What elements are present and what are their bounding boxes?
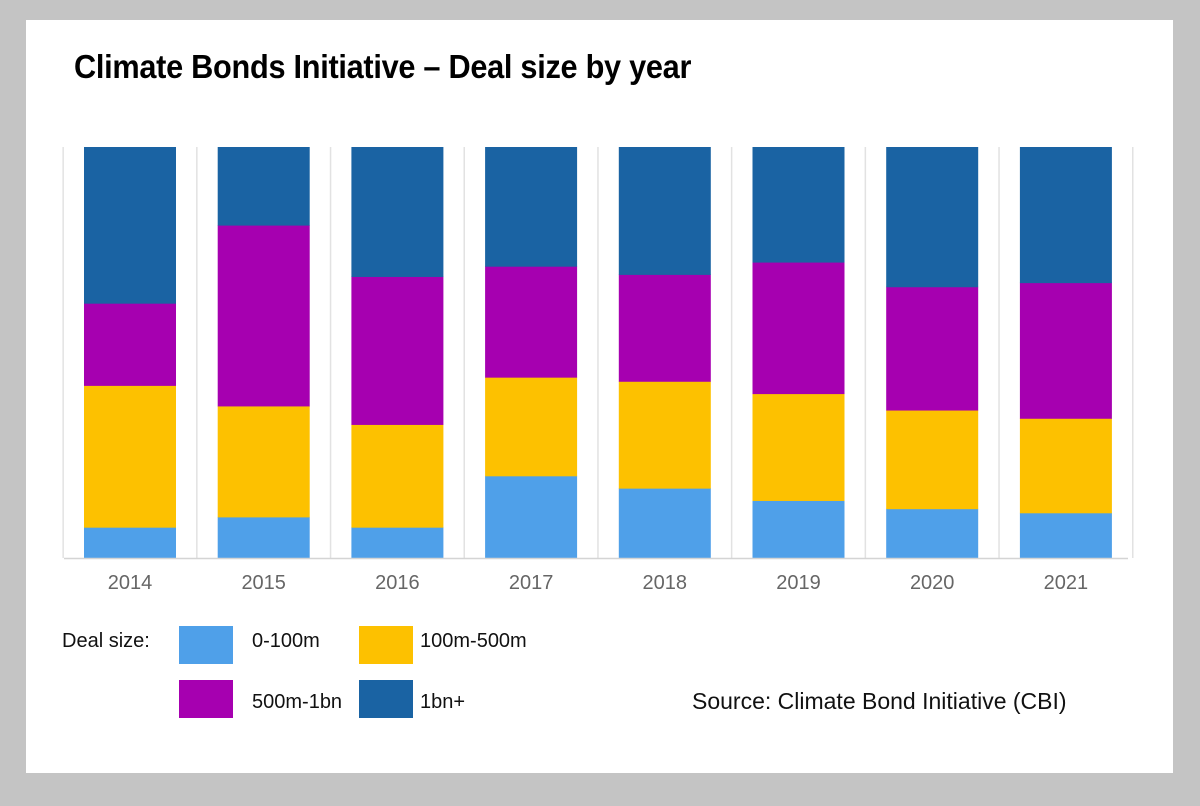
- bar-segment-500m-1bn: [485, 266, 578, 378]
- bar-segment-500m-1bn: [217, 225, 310, 407]
- legend-swatch: [179, 680, 233, 718]
- bar-segment-100m-500m: [485, 377, 578, 477]
- bar-segment-0-100m: [1019, 512, 1112, 559]
- legend-label: 1bn+: [420, 691, 466, 713]
- bar-segment-1bnplus: [618, 147, 711, 275]
- x-tick-label: 2014: [108, 572, 153, 594]
- bar-segment-100m-500m: [618, 381, 711, 489]
- bar-stacks: [84, 147, 1112, 559]
- bar-stack-2020: [886, 147, 979, 559]
- bar-segment-0-100m: [84, 527, 176, 559]
- bar-segment-1bnplus: [351, 147, 444, 277]
- bar-segment-100m-500m: [351, 424, 444, 528]
- x-tick-label: 2016: [375, 572, 420, 594]
- bar-segment-0-100m: [752, 500, 845, 559]
- bar-stack-2016: [351, 147, 444, 559]
- bar-stack-2021: [1019, 147, 1112, 559]
- stacked-bar-chart: 2014 2015 2016 2017 2018 2019 2020 2021: [62, 147, 1134, 594]
- bar-segment-1bnplus: [886, 147, 979, 288]
- legend-swatch: [359, 680, 413, 718]
- legend-heading: Deal size:: [62, 630, 150, 652]
- x-tick-label: 2015: [241, 572, 286, 594]
- legend-label: 100m-500m: [420, 630, 527, 652]
- bar-stack-2017: [485, 147, 578, 559]
- x-tick-label: 2021: [1044, 572, 1089, 594]
- bar-segment-1bnplus: [485, 147, 578, 267]
- bar-segment-500m-1bn: [84, 303, 176, 386]
- chart-card: Climate Bonds Initiative – Deal size by …: [26, 20, 1173, 773]
- bar-segment-500m-1bn: [886, 286, 979, 411]
- x-tick-label: 2018: [643, 572, 688, 594]
- legend-label: 0-100m: [252, 630, 320, 652]
- bar-segment-100m-500m: [886, 410, 979, 510]
- bar-segment-500m-1bn: [351, 276, 444, 425]
- bar-segment-100m-500m: [1019, 418, 1112, 514]
- legend-swatch: [359, 626, 413, 664]
- bar-segment-0-100m: [485, 475, 578, 559]
- bar-segment-0-100m: [351, 527, 444, 559]
- chart-title: Climate Bonds Initiative – Deal size by …: [74, 48, 692, 85]
- bar-segment-1bnplus: [1019, 147, 1112, 284]
- bar-stack-2014: [84, 147, 176, 559]
- column-dividers: [62, 147, 1134, 558]
- bar-segment-1bnplus: [84, 147, 176, 304]
- x-tick-label: 2017: [509, 572, 554, 594]
- x-tick-label: 2019: [776, 572, 821, 594]
- bar-segment-100m-500m: [84, 385, 176, 528]
- bar-segment-0-100m: [217, 516, 310, 559]
- bar-segment-100m-500m: [217, 405, 310, 518]
- bar-segment-100m-500m: [752, 393, 845, 501]
- bar-segment-1bnplus: [217, 147, 310, 226]
- x-tick-labels: 2014 2015 2016 2017 2018 2019 2020 2021: [108, 572, 1088, 594]
- legend-swatch: [179, 626, 233, 664]
- bar-stack-2019: [752, 147, 845, 559]
- bar-segment-500m-1bn: [1019, 282, 1112, 419]
- source-note: Source: Climate Bond Initiative (CBI): [692, 688, 1067, 714]
- legend-label: 500m-1bn: [252, 691, 343, 713]
- bar-segment-0-100m: [886, 508, 979, 559]
- bar-segment-1bnplus: [752, 147, 845, 263]
- bar-stack-2015: [217, 147, 310, 559]
- x-tick-label: 2020: [910, 572, 955, 594]
- bar-stack-2018: [618, 147, 711, 559]
- bar-segment-500m-1bn: [618, 274, 711, 382]
- bar-segment-500m-1bn: [752, 262, 845, 395]
- bar-segment-0-100m: [618, 488, 711, 559]
